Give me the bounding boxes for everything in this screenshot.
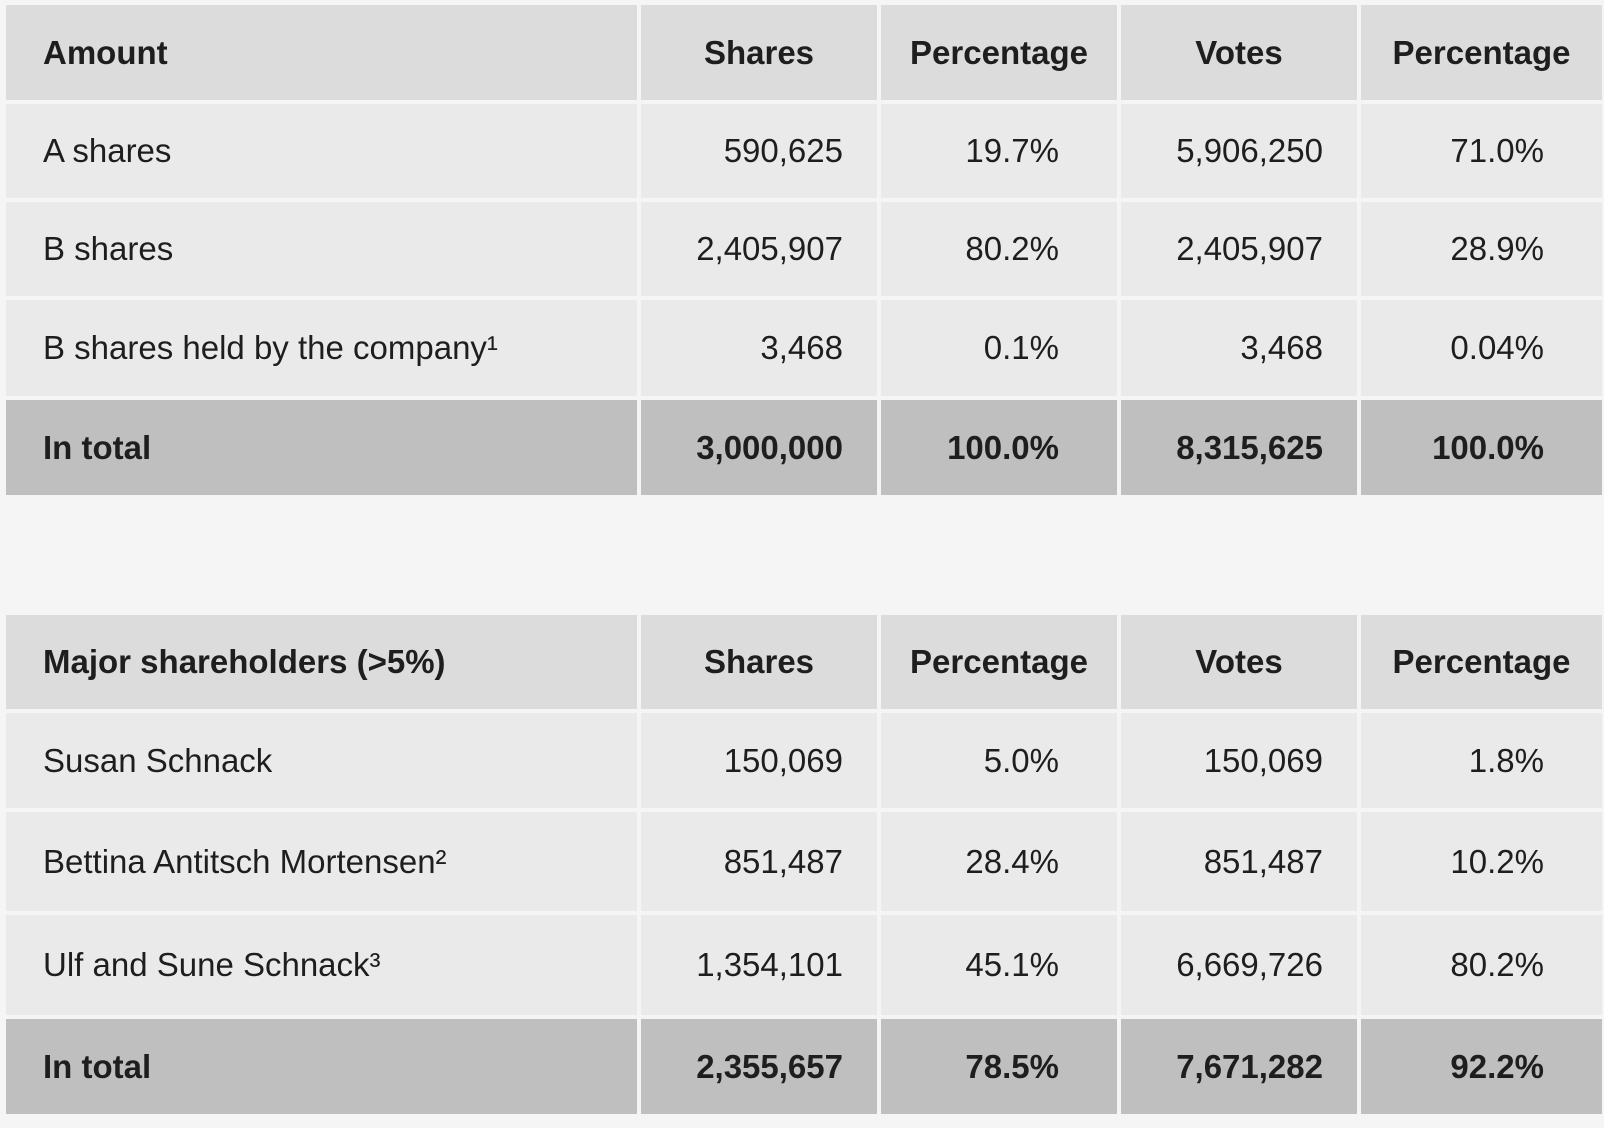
- shares-value: 2,405,907: [641, 202, 877, 296]
- votes-value: 150,069: [1121, 713, 1357, 808]
- shares-value: 851,487: [641, 812, 877, 911]
- vote-percentage-value: 1.8%: [1361, 713, 1602, 808]
- votes-value: 5,906,250: [1121, 104, 1357, 198]
- column-header-shares: Shares: [641, 615, 877, 709]
- shareholder-name: Ulf and Sune Schnack³: [6, 915, 637, 1015]
- shares-value: 3,468: [641, 300, 877, 396]
- votes-value: 6,669,726: [1121, 915, 1357, 1015]
- vote-percentage-value: 28.9%: [1361, 202, 1602, 296]
- column-header-share-percentage: Percentage: [881, 5, 1117, 100]
- total-vote-percentage: 100.0%: [1361, 400, 1602, 495]
- total-label: In total: [6, 1019, 637, 1114]
- row-label: A shares: [6, 104, 637, 198]
- total-votes: 7,671,282: [1121, 1019, 1357, 1114]
- votes-value: 3,468: [1121, 300, 1357, 396]
- row-label: B shares held by the company¹: [6, 300, 637, 396]
- shares-value: 150,069: [641, 713, 877, 808]
- column-header-votes: Votes: [1121, 615, 1357, 709]
- vote-percentage-value: 0.04%: [1361, 300, 1602, 396]
- share-amount-table: Amount Shares Percentage Votes Percentag…: [6, 5, 1602, 495]
- share-percentage-value: 80.2%: [881, 202, 1117, 296]
- total-shares: 3,000,000: [641, 400, 877, 495]
- shareholder-name: Susan Schnack: [6, 713, 637, 808]
- column-header-shares: Shares: [641, 5, 877, 100]
- row-label: B shares: [6, 202, 637, 296]
- column-header-amount: Amount: [6, 5, 637, 100]
- votes-value: 2,405,907: [1121, 202, 1357, 296]
- total-shares: 2,355,657: [641, 1019, 877, 1114]
- share-percentage-value: 45.1%: [881, 915, 1117, 1015]
- share-percentage-value: 5.0%: [881, 713, 1117, 808]
- share-percentage-value: 28.4%: [881, 812, 1117, 911]
- total-vote-percentage: 92.2%: [1361, 1019, 1602, 1114]
- column-header-vote-percentage: Percentage: [1361, 5, 1602, 100]
- column-header-vote-percentage: Percentage: [1361, 615, 1602, 709]
- share-percentage-value: 0.1%: [881, 300, 1117, 396]
- total-label: In total: [6, 400, 637, 495]
- shareholder-name: Bettina Antitsch Mortensen²: [6, 812, 637, 911]
- major-shareholders-table: Major shareholders (>5%) Shares Percenta…: [6, 615, 1602, 1114]
- shares-value: 590,625: [641, 104, 877, 198]
- column-header-major-shareholders: Major shareholders (>5%): [6, 615, 637, 709]
- column-header-votes: Votes: [1121, 5, 1357, 100]
- total-votes: 8,315,625: [1121, 400, 1357, 495]
- votes-value: 851,487: [1121, 812, 1357, 911]
- vote-percentage-value: 71.0%: [1361, 104, 1602, 198]
- total-share-percentage: 78.5%: [881, 1019, 1117, 1114]
- column-header-share-percentage: Percentage: [881, 615, 1117, 709]
- total-share-percentage: 100.0%: [881, 400, 1117, 495]
- share-percentage-value: 19.7%: [881, 104, 1117, 198]
- vote-percentage-value: 10.2%: [1361, 812, 1602, 911]
- shares-value: 1,354,101: [641, 915, 877, 1015]
- vote-percentage-value: 80.2%: [1361, 915, 1602, 1015]
